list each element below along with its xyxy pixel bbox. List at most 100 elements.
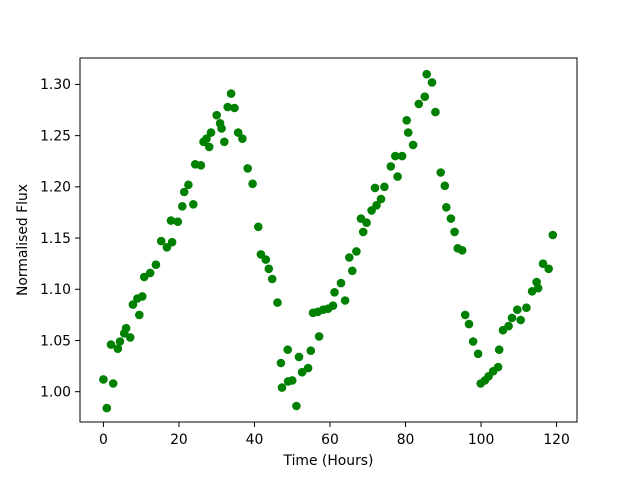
data-point [513,305,522,315]
data-point [179,187,189,197]
data-point [422,69,432,79]
data-point [450,227,459,237]
data-point [264,264,274,274]
x-tick-label: 40 [246,432,264,448]
data-point [507,313,517,323]
data-point [178,202,187,211]
data-point [340,296,350,305]
data-point [297,367,307,377]
data-point [276,358,286,368]
data-point [233,128,243,137]
data-point [217,124,226,133]
data-point [204,142,214,152]
data-point [173,217,183,226]
data-point [386,162,396,171]
x-tick-label: 60 [321,432,339,448]
data-point [287,376,297,385]
x-tick-label: 100 [468,432,495,448]
data-point [420,92,430,101]
data-point [196,161,206,170]
data-point [230,103,239,113]
data-point [238,134,247,143]
data-point [393,172,402,181]
data-point [273,298,282,307]
data-point [358,227,368,237]
data-point [253,222,263,232]
data-point [328,301,338,311]
data-point [538,259,548,269]
x-axis-label: Time (Hours) [283,453,374,469]
data-point [206,128,216,137]
y-tick-label: 1.15 [40,231,71,247]
data-point [294,352,304,362]
data-point [223,102,232,112]
data-point [460,310,470,320]
data-point [362,218,371,227]
data-point [145,268,155,278]
x-tick-label: 20 [170,432,188,448]
data-point [261,255,271,264]
plot-frame [79,57,578,423]
x-tick-label: 120 [543,432,570,448]
data-point [314,332,324,341]
data-point [548,230,558,240]
plot-border [79,57,578,423]
data-point [306,346,316,356]
data-point [348,266,357,276]
x-tick-label: 0 [99,432,108,448]
data-point [376,194,386,204]
data-point [167,237,177,247]
data-point [464,319,474,329]
data-point [226,89,236,98]
data-point [440,181,450,191]
data-point [336,278,346,288]
data-point [533,283,543,293]
data-point [516,315,525,325]
data-point [380,182,389,192]
data-point [436,168,446,177]
y-tick-label: 1.25 [40,128,71,144]
y-axis-label: Normalised Flux [15,184,31,296]
data-point [391,151,400,161]
data-point [202,134,211,143]
data-point [243,164,252,173]
data-point [113,344,123,354]
data-point [99,375,108,384]
data-point [102,403,112,413]
data-point [494,345,504,355]
data-point [128,300,138,309]
data-point [457,246,467,255]
data-point [292,401,301,411]
data-point [125,333,135,342]
data-point [403,128,413,137]
data-point [115,337,125,346]
data-point [184,180,193,190]
data-point [402,116,412,125]
data-point [166,216,176,225]
data-point [431,107,440,117]
y-tick-label: 1.05 [40,333,71,349]
data-point [108,379,118,388]
data-point [135,310,144,320]
data-point [139,272,149,282]
data-point [414,99,424,109]
data-point [106,340,116,349]
data-point [442,203,451,212]
data-point [522,303,531,313]
data-point [446,214,456,223]
data-point [330,288,339,297]
data-point [277,383,287,392]
y-tick-label: 1.30 [40,77,71,93]
data-point [345,253,354,262]
data-point [220,137,229,147]
data-point [504,321,513,331]
data-point [427,78,437,87]
x-tick-label: 80 [397,432,415,448]
data-point [303,363,313,373]
axis-ticks: 0 20 40 60 80 100 120 1.00 1.05 1.10 1.15 1.20 1.25 1… [40,77,570,448]
data-point [283,345,293,355]
data-point [151,260,161,270]
y-tick-label: 1.10 [40,282,71,298]
